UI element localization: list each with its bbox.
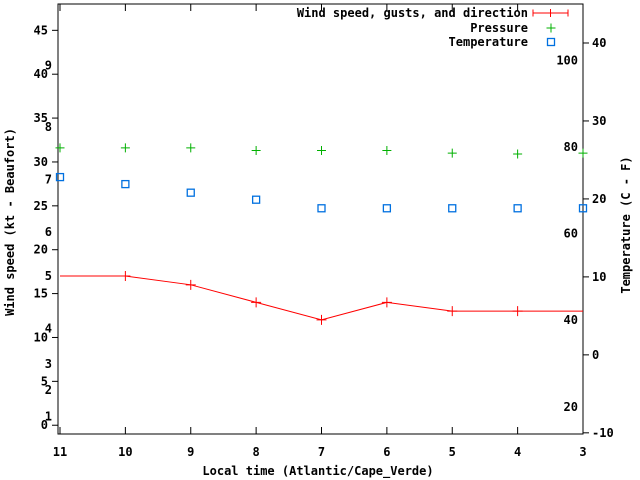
wind-point-marker [512, 306, 523, 317]
wind-point-marker [251, 297, 262, 308]
fahrenheit-inside-label: 20 [564, 400, 578, 414]
pressure-point-marker [251, 146, 261, 156]
fahrenheit-inside-label: 60 [564, 227, 578, 241]
celsius-tick-label: 20 [592, 192, 606, 206]
kt-tick-label: 40 [34, 67, 48, 81]
beaufort-label: 7 [45, 173, 52, 187]
pressure-point-marker [578, 148, 588, 158]
x-tick-label: 8 [253, 445, 260, 459]
kt-tick-label: 30 [34, 155, 48, 169]
pressure-point-marker [317, 146, 326, 156]
legend-label-wind: Wind speed, gusts, and direction [297, 6, 528, 20]
x-tick-label: 3 [579, 445, 586, 459]
beaufort-label: 1 [45, 409, 52, 423]
pressure-point-marker [382, 146, 392, 156]
left-axis-title: Wind speed (kt - Beaufort) [3, 128, 17, 316]
kt-tick-label: 0 [41, 418, 48, 432]
x-tick-label: 5 [449, 445, 456, 459]
beaufort-label: 6 [45, 225, 52, 239]
beaufort-label: 8 [45, 120, 52, 134]
temperature-point-marker [186, 188, 195, 197]
temperature-point-marker [382, 204, 392, 213]
wind-point-marker [447, 306, 458, 317]
celsius-tick-label: 10 [592, 270, 606, 284]
wind-point-marker [185, 279, 196, 290]
x-tick-label: 4 [514, 445, 521, 459]
pressure-point-marker [513, 149, 523, 159]
celsius-tick-label: 30 [592, 114, 606, 128]
pressure-point-marker [186, 143, 196, 153]
pressure-series [55, 143, 588, 159]
temperature-point-marker [578, 204, 588, 213]
x-tick-label: 10 [118, 445, 132, 459]
wind-point-marker [120, 271, 131, 282]
temperature-point-marker [513, 204, 522, 213]
temperature-point-marker [251, 195, 261, 204]
temperature-point-marker [55, 172, 65, 182]
kt-tick-label: 10 [34, 330, 48, 344]
kt-tick-label: 5 [41, 374, 48, 388]
temperature-legend-icon [546, 37, 556, 47]
fahrenheit-inside-label: 80 [564, 140, 578, 154]
legend: Wind speed, gusts, and directionPressure… [297, 6, 569, 49]
plot-frame [57, 3, 584, 435]
pressure-point-marker [55, 143, 65, 153]
x-tick-label: 7 [318, 445, 325, 459]
beaufort-label: 5 [45, 269, 52, 283]
kt-tick-label: 25 [34, 199, 48, 213]
beaufort-label: 9 [45, 58, 52, 72]
pressure-point-marker [447, 148, 457, 158]
celsius-tick-label: -10 [592, 426, 614, 440]
x-tick-label: 6 [383, 445, 390, 459]
celsius-tick-label: 40 [592, 36, 606, 50]
right-axis-ticks: -10 0 10 20 30 40 20 40 60 80 100 [556, 36, 613, 440]
beaufort-label: 3 [45, 357, 52, 371]
kt-tick-label: 45 [34, 23, 48, 37]
pressure-legend-icon [546, 23, 556, 33]
kt-tick-label: 35 [34, 111, 48, 125]
beaufort-label: 2 [45, 383, 52, 397]
celsius-tick-label: 0 [592, 348, 599, 362]
x-axis-ticks: 11 10 9 8 7 6 5 4 3 [53, 4, 587, 459]
beaufort-label: 4 [45, 322, 52, 336]
temperature-point-marker [317, 204, 326, 213]
fahrenheit-inside-label: 100 [556, 53, 578, 67]
x-tick-label: 9 [187, 445, 194, 459]
kt-tick-label: 20 [34, 243, 48, 257]
x-axis-title: Local time (Atlantic/Cape_Verde) [202, 464, 433, 479]
kt-tick-label: 15 [34, 287, 48, 301]
wind-point-marker [316, 314, 327, 325]
right-axis-title: Temperature (C - F) [619, 156, 633, 293]
legend-label-pressure: Pressure [470, 21, 528, 35]
wind-speed-series [60, 271, 583, 325]
x-tick-label: 11 [53, 445, 67, 459]
temperature-point-marker [121, 179, 130, 189]
legend-label-temperature: Temperature [449, 35, 528, 49]
fahrenheit-inside-label: 40 [564, 313, 578, 327]
temperature-series [55, 172, 588, 213]
wind-point-marker [381, 297, 392, 308]
wind-errorbar-legend-icon [546, 9, 555, 17]
temperature-point-marker [448, 204, 457, 213]
pressure-point-marker [120, 143, 130, 153]
